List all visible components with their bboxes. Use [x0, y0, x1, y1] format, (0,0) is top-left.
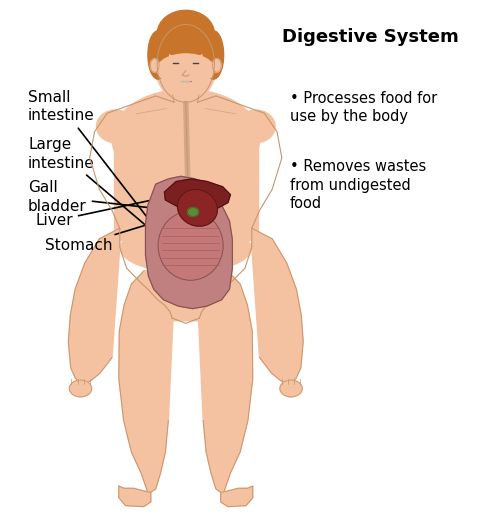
Text: Liver: Liver [35, 195, 174, 229]
Ellipse shape [150, 59, 159, 72]
Ellipse shape [237, 110, 275, 143]
Polygon shape [119, 486, 151, 507]
Ellipse shape [154, 21, 217, 102]
Ellipse shape [203, 31, 224, 79]
Polygon shape [252, 228, 303, 384]
Ellipse shape [187, 208, 199, 216]
Ellipse shape [112, 89, 260, 186]
Polygon shape [221, 486, 253, 507]
Ellipse shape [280, 380, 302, 397]
Text: • Removes wastes
from undigested
food: • Removes wastes from undigested food [290, 159, 427, 211]
Text: Stomach: Stomach [45, 212, 189, 253]
Polygon shape [68, 228, 120, 384]
Ellipse shape [148, 31, 168, 79]
Text: • Processes food for
use by the body: • Processes food for use by the body [290, 91, 437, 124]
Polygon shape [145, 176, 232, 309]
Ellipse shape [120, 224, 251, 272]
Ellipse shape [157, 11, 214, 58]
Text: Small
intestine: Small intestine [28, 90, 178, 258]
Polygon shape [173, 95, 199, 102]
Ellipse shape [212, 59, 221, 72]
Ellipse shape [97, 110, 134, 143]
Polygon shape [164, 179, 230, 211]
Polygon shape [144, 271, 227, 320]
Text: Large
intestine: Large intestine [28, 137, 160, 237]
Ellipse shape [157, 54, 214, 86]
Polygon shape [119, 271, 173, 494]
Ellipse shape [158, 211, 223, 280]
Text: Digestive System: Digestive System [282, 27, 459, 45]
Polygon shape [199, 271, 253, 494]
Text: Gall
bladder: Gall bladder [28, 181, 185, 214]
Polygon shape [114, 140, 258, 240]
Ellipse shape [178, 190, 217, 226]
Ellipse shape [69, 380, 92, 397]
